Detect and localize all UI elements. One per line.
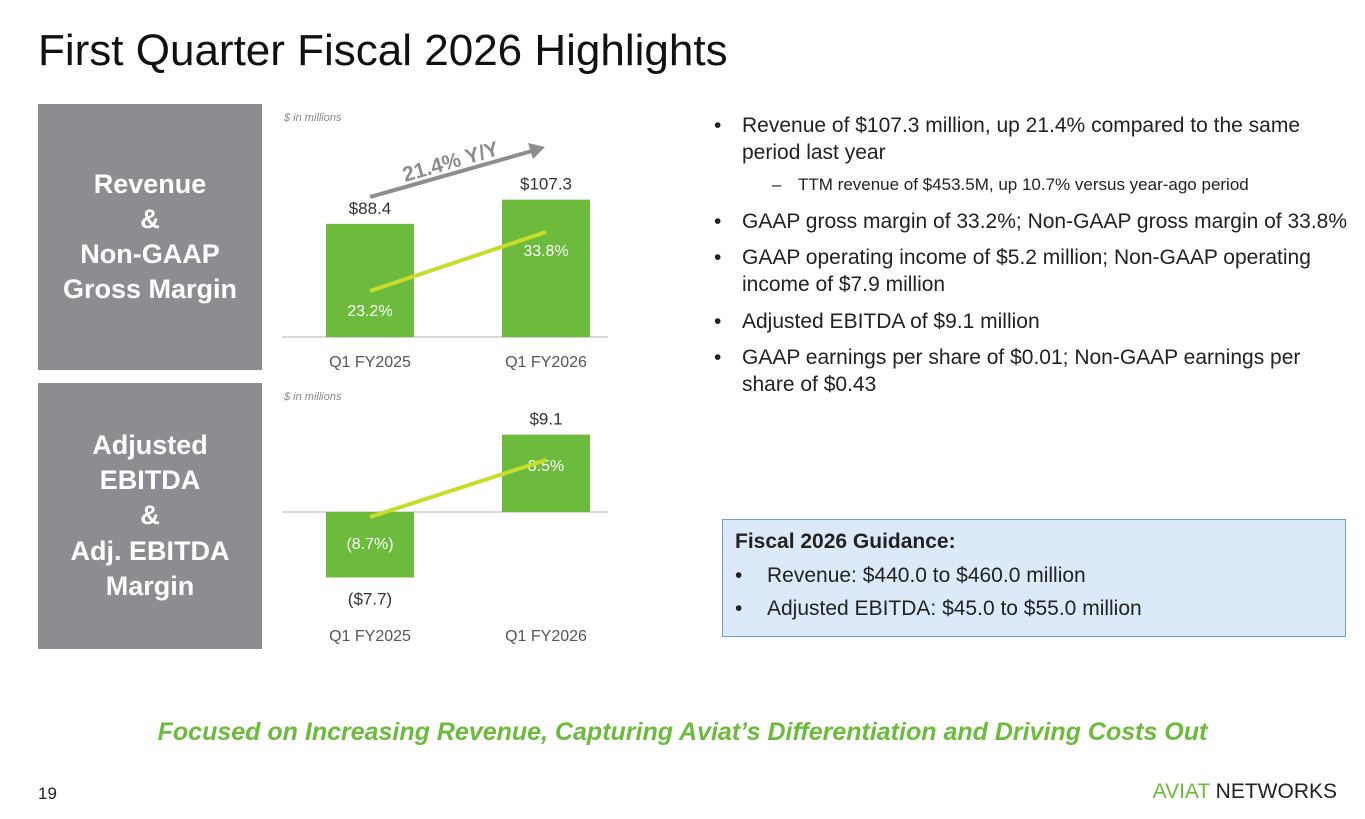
- revenue-panel-label: Revenue & Non-GAAP Gross Margin: [38, 104, 262, 370]
- growth-arrow: [369, 149, 533, 199]
- arrow-head-icon: [528, 143, 545, 159]
- ebitda-panel-label: Adjusted EBITDA & Adj. EBITDA Margin: [38, 383, 262, 649]
- category-label: Q1 FY2026: [505, 354, 587, 371]
- bullet: GAAP earnings per share of $0.01; Non-GA…: [712, 344, 1352, 399]
- bullet: GAAP operating income of $5.2 million; N…: [712, 244, 1352, 299]
- panel-label: Adjusted EBITDA & Adj. EBITDA Margin: [70, 430, 230, 601]
- bar: [502, 434, 590, 512]
- page-number: 19: [38, 784, 57, 803]
- growth-annotation: 21.4% Y/Y: [400, 137, 501, 186]
- revenue-chart: $ in millions $88.4 Q1 FY2025 23.2% $107.3 Q1…: [282, 112, 608, 371]
- guidance-heading: Fiscal 2026 Guidance:: [735, 530, 956, 553]
- margin-line: [369, 458, 547, 519]
- margin-label: (8.7%): [346, 536, 393, 553]
- bar-value-label: $88.4: [349, 199, 392, 218]
- category-label: Q1 FY2026: [505, 628, 587, 645]
- margin-line: [369, 230, 547, 293]
- bullet: Adjusted EBITDA of $9.1 million: [712, 308, 1352, 336]
- guidance-item: Revenue: $440.0 to $460.0 million: [735, 564, 1333, 588]
- page-title: First Quarter Fiscal 2026 Highlights: [38, 26, 728, 75]
- aviat-logo: AVIAT NETWORKS: [1153, 780, 1337, 804]
- bar-value-label: $107.3: [520, 175, 572, 194]
- margin-label: 33.8%: [523, 243, 568, 260]
- bar-value-label: ($7.7): [348, 589, 392, 608]
- guidance-item: Adjusted EBITDA: $45.0 to $55.0 million: [735, 597, 1333, 621]
- bar: [502, 199, 590, 337]
- units-note: $ in millions: [283, 391, 342, 403]
- highlights-list: Revenue of $107.3 million, up 21.4% comp…: [712, 112, 1352, 407]
- logo-part: AVIAT: [1152, 780, 1210, 803]
- ebitda-chart: $ in millions ($7.7) Q1 FY2025 (8.7%) $9.1 Q1…: [282, 391, 608, 645]
- category-label: Q1 FY2025: [329, 354, 411, 371]
- sub-bullet: TTM revenue of $453.5M, up 10.7% versus …: [712, 174, 1352, 196]
- bar-value-label: $9.1: [529, 410, 562, 429]
- bullet: GAAP gross margin of 33.2%; Non-GAAP gro…: [712, 208, 1352, 236]
- margin-label: 23.2%: [347, 303, 392, 320]
- units-note: $ in millions: [283, 112, 342, 124]
- panel-label: Revenue & Non-GAAP Gross Margin: [62, 168, 238, 305]
- guidance-box: Fiscal 2026 Guidance: Revenue: $440.0 to…: [722, 519, 1346, 637]
- category-label: Q1 FY2025: [329, 628, 411, 645]
- bullet: Revenue of $107.3 million, up 21.4% comp…: [712, 112, 1352, 167]
- bar: [326, 512, 414, 578]
- tagline: Focused on Increasing Revenue, Capturing…: [157, 718, 1208, 746]
- logo-part: NETWORKS: [1209, 780, 1337, 803]
